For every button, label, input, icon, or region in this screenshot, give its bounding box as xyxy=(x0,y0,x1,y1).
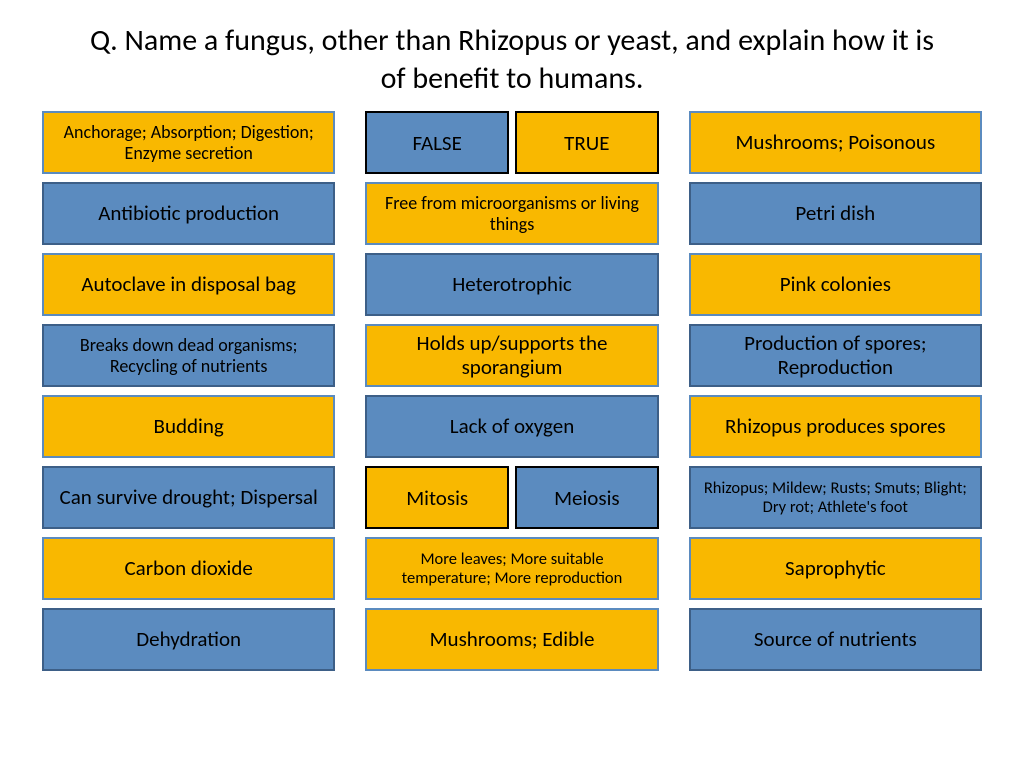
answer-option[interactable]: TRUE xyxy=(515,111,659,174)
answer-option[interactable]: Mushrooms; Poisonous xyxy=(689,111,982,174)
column-1: Anchorage; Absorption; Digestion; Enzyme… xyxy=(42,111,335,671)
answer-option[interactable]: Anchorage; Absorption; Digestion; Enzyme… xyxy=(42,111,335,174)
answer-option[interactable]: Breaks down dead organisms; Recycling of… xyxy=(42,324,335,387)
answer-option[interactable]: Dehydration xyxy=(42,608,335,671)
answer-option[interactable]: Production of spores; Reproduction xyxy=(689,324,982,387)
answer-option[interactable]: Heterotrophic xyxy=(365,253,658,316)
answer-option[interactable]: Source of nutrients xyxy=(689,608,982,671)
answer-option[interactable]: Rhizopus; Mildew; Rusts; Smuts; Blight; … xyxy=(689,466,982,529)
answer-option[interactable]: Can survive drought; Dispersal xyxy=(42,466,335,529)
answer-option[interactable]: Meiosis xyxy=(515,466,659,529)
split-cell: FALSETRUE xyxy=(365,111,658,174)
answer-option[interactable]: Petri dish xyxy=(689,182,982,245)
column-2: FALSETRUE Free from microorganisms or liv… xyxy=(365,111,658,671)
answer-option[interactable]: Carbon dioxide xyxy=(42,537,335,600)
column-3: Mushrooms; Poisonous Petri dish Pink colon… xyxy=(689,111,982,671)
question-title: Q. Name a fungus, other than Rhizopus or… xyxy=(0,0,1024,111)
answer-option[interactable]: Budding xyxy=(42,395,335,458)
answer-option[interactable]: Saprophytic xyxy=(689,537,982,600)
answer-option[interactable]: Mitosis xyxy=(365,466,509,529)
answer-option[interactable]: Lack of oxygen xyxy=(365,395,658,458)
answer-option[interactable]: More leaves; More suitable temperature; … xyxy=(365,537,658,600)
answer-option[interactable]: Pink colonies xyxy=(689,253,982,316)
answer-option[interactable]: FALSE xyxy=(365,111,509,174)
answer-option[interactable]: Free from microorganisms or living thing… xyxy=(365,182,658,245)
answer-option[interactable]: Holds up/supports the sporangium xyxy=(365,324,658,387)
answer-option[interactable]: Autoclave in disposal bag xyxy=(42,253,335,316)
answer-option[interactable]: Rhizopus produces spores xyxy=(689,395,982,458)
answer-option[interactable]: Antibiotic production xyxy=(42,182,335,245)
answer-option[interactable]: Mushrooms; Edible xyxy=(365,608,658,671)
split-cell: MitosisMeiosis xyxy=(365,466,658,529)
answer-grid: Anchorage; Absorption; Digestion; Enzyme… xyxy=(0,111,1024,671)
